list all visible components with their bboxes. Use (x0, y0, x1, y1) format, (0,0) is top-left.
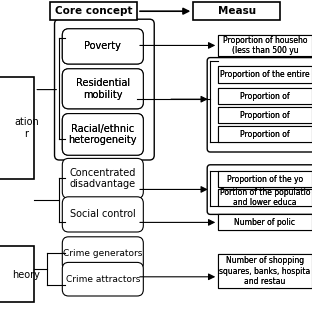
Text: Proportion of: Proportion of (240, 92, 290, 100)
FancyBboxPatch shape (62, 29, 143, 64)
Bar (193, 3, 280, 20)
Bar (218, 254, 312, 288)
FancyBboxPatch shape (62, 197, 143, 232)
Text: Number of polic: Number of polic (234, 218, 295, 227)
Text: Residential
mobility: Residential mobility (76, 78, 130, 100)
Text: Measu: Measu (218, 6, 256, 16)
Text: Crime attractors: Crime attractors (66, 275, 140, 284)
Text: Proportion of: Proportion of (240, 92, 290, 100)
Text: Core concept: Core concept (55, 6, 132, 16)
Bar (218, 66, 312, 83)
Text: Proportion of: Proportion of (240, 111, 290, 120)
Bar (218, 189, 312, 206)
Bar (218, 189, 312, 206)
FancyBboxPatch shape (62, 158, 143, 198)
Text: Residential
mobility: Residential mobility (76, 78, 130, 100)
Bar (218, 35, 312, 56)
Bar (218, 88, 312, 104)
Bar (0, 77, 34, 179)
Text: Poverty: Poverty (84, 41, 121, 52)
Text: Number of polic: Number of polic (234, 218, 295, 227)
Text: Proportion of househo
(less than 500 yu: Proportion of househo (less than 500 yu (223, 36, 307, 55)
Text: Crime generators: Crime generators (63, 249, 142, 258)
Bar (218, 254, 312, 288)
Bar (218, 214, 312, 230)
FancyBboxPatch shape (207, 165, 315, 214)
FancyBboxPatch shape (54, 19, 154, 160)
FancyBboxPatch shape (207, 58, 315, 152)
FancyBboxPatch shape (62, 69, 143, 109)
Text: Portion of the populatio
and lower educa: Portion of the populatio and lower educa (220, 188, 310, 207)
Text: Proportion of: Proportion of (240, 130, 290, 139)
Text: Portion of the populatio
and lower educa: Portion of the populatio and lower educa (220, 188, 310, 207)
FancyBboxPatch shape (62, 114, 143, 155)
FancyBboxPatch shape (62, 237, 143, 270)
Bar (50, 3, 137, 20)
Bar (0, 246, 34, 302)
Text: Proportion of: Proportion of (240, 111, 290, 120)
Text: Social control: Social control (70, 209, 136, 220)
Bar (218, 126, 312, 142)
Text: Racial/ethnic
heterogeneity: Racial/ethnic heterogeneity (68, 124, 137, 145)
Text: Poverty: Poverty (84, 41, 121, 52)
Bar (218, 88, 312, 104)
Text: Racial/ethnic
heterogeneity: Racial/ethnic heterogeneity (68, 124, 137, 145)
Text: ation
r: ation r (14, 117, 39, 139)
Text: Proportion of househo
(less than 500 yu: Proportion of househo (less than 500 yu (223, 36, 307, 55)
Text: Proportion of the yo: Proportion of the yo (227, 175, 303, 184)
Text: Number of shopping
squares, banks, hospita
and restau: Number of shopping squares, banks, hospi… (219, 256, 310, 286)
Bar (218, 214, 312, 230)
FancyBboxPatch shape (62, 114, 143, 155)
Bar (218, 171, 312, 187)
FancyBboxPatch shape (62, 262, 143, 296)
Text: heory: heory (12, 269, 40, 280)
FancyBboxPatch shape (62, 69, 143, 109)
FancyBboxPatch shape (62, 29, 143, 64)
Bar (218, 35, 312, 56)
Bar (218, 171, 312, 187)
Bar (218, 66, 312, 83)
Text: Proportion of: Proportion of (240, 130, 290, 139)
Text: Proportion of the entire: Proportion of the entire (220, 70, 310, 79)
Text: Proportion of the yo: Proportion of the yo (227, 175, 303, 184)
Text: Number of shopping
squares, banks, hospita
and restau: Number of shopping squares, banks, hospi… (219, 256, 310, 286)
Bar (218, 107, 312, 123)
Bar (218, 107, 312, 123)
Text: Proportion of the entire: Proportion of the entire (220, 70, 310, 79)
Bar (218, 126, 312, 142)
Text: Concentrated
disadvantage: Concentrated disadvantage (70, 168, 136, 189)
